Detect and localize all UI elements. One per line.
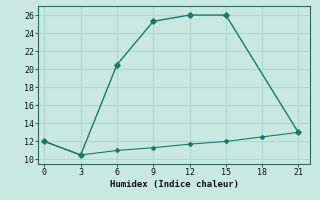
X-axis label: Humidex (Indice chaleur): Humidex (Indice chaleur) bbox=[110, 180, 239, 189]
